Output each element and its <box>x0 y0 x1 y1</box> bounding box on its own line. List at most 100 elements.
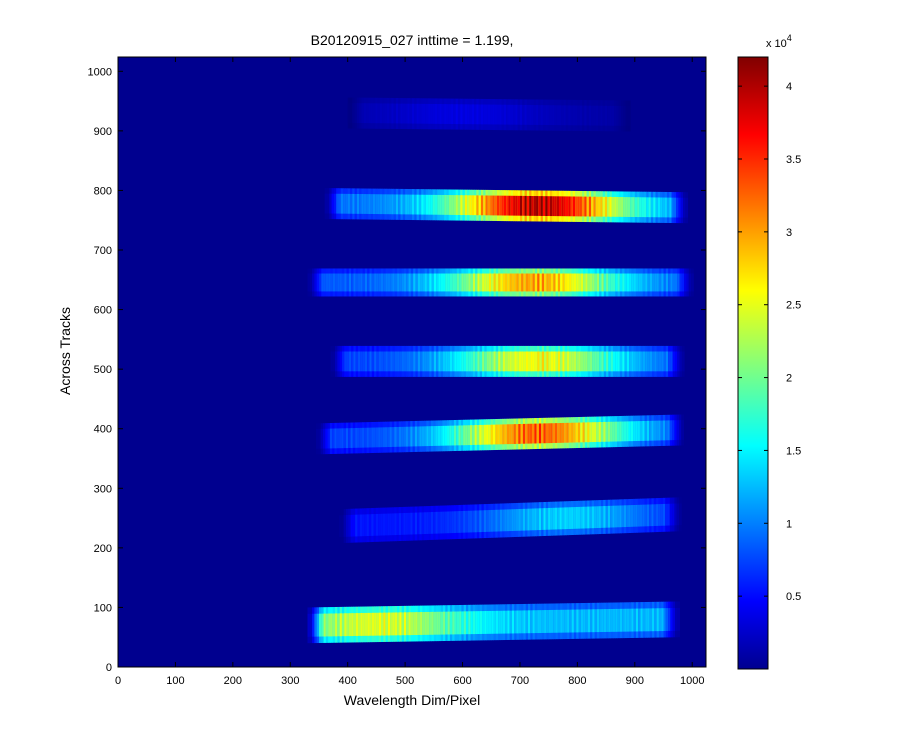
band-cell <box>397 612 400 636</box>
band-cell <box>644 504 648 527</box>
band-cell <box>509 509 512 532</box>
band-cell <box>360 273 364 292</box>
band-cell <box>547 196 551 217</box>
band-cell <box>550 423 554 444</box>
band-cell <box>402 103 406 124</box>
band-cell <box>434 104 438 124</box>
band-cell <box>435 511 439 534</box>
band-cell <box>471 195 475 216</box>
band-cell <box>314 273 318 292</box>
band-cell <box>410 426 413 447</box>
band-cell <box>610 273 614 292</box>
band-4 <box>330 345 685 377</box>
band-cell <box>529 508 533 531</box>
band-cell <box>622 351 625 372</box>
band-cell <box>639 197 643 218</box>
band-cell <box>344 351 347 372</box>
band-cell <box>469 510 473 533</box>
band-cell <box>652 608 655 632</box>
band-cell <box>554 105 558 126</box>
chart-title: B20120915_027 inttime = 1.199, <box>311 32 514 48</box>
band-cell <box>633 504 636 527</box>
band-cell <box>612 608 616 632</box>
band-cell <box>541 610 545 633</box>
band-cell <box>575 422 579 443</box>
band-cell <box>674 607 678 631</box>
band-cell <box>461 611 465 635</box>
band-cell <box>498 351 501 372</box>
band-cell <box>437 511 441 534</box>
band-cell <box>657 197 661 218</box>
band-cell <box>600 422 604 442</box>
band-cell <box>505 610 508 634</box>
band-cell <box>610 608 614 632</box>
band-cell <box>640 273 644 292</box>
band-cell <box>373 427 377 448</box>
band-cell <box>449 425 453 446</box>
band-cell <box>638 273 641 292</box>
band-cell <box>348 514 351 537</box>
band-cell <box>562 609 566 633</box>
band-cell <box>580 506 583 529</box>
band-cell <box>451 195 454 215</box>
band-cell <box>572 196 576 217</box>
band-6 <box>324 188 689 224</box>
band-cell <box>364 351 368 372</box>
band-cell <box>372 194 376 215</box>
band-cell <box>538 196 542 216</box>
band-cell <box>430 512 434 534</box>
band-cell <box>412 512 416 535</box>
band-cell <box>335 613 338 637</box>
band-cell <box>470 611 474 635</box>
band-cell <box>617 273 621 292</box>
band-cell <box>595 105 599 126</box>
band-cell <box>387 612 391 636</box>
y-tick-label: 900 <box>94 126 112 138</box>
band-cell <box>487 195 491 216</box>
band-cell <box>380 351 384 372</box>
band-cell <box>482 351 485 372</box>
band-cell <box>668 608 671 631</box>
band-cell <box>446 104 450 124</box>
band-cell <box>433 273 437 292</box>
band-cell <box>340 193 344 214</box>
band-cell <box>608 609 612 632</box>
band-cell <box>635 351 639 372</box>
band-cell <box>536 508 540 531</box>
band-cell <box>523 610 527 634</box>
band-cell <box>469 195 473 216</box>
band-cell <box>510 195 514 216</box>
band-cell <box>420 351 423 372</box>
band-cell <box>435 426 439 446</box>
band-cell <box>449 611 453 635</box>
band-cell <box>453 511 457 533</box>
band-cell <box>494 104 498 125</box>
band-cell <box>615 351 618 372</box>
band-cell <box>503 104 507 125</box>
band-cell <box>669 420 673 441</box>
band-cell <box>374 612 377 636</box>
band-cell <box>527 610 531 634</box>
band-cell <box>584 105 587 126</box>
band-cell <box>534 423 538 444</box>
band-cell <box>464 104 468 125</box>
band-cell <box>536 196 539 216</box>
band-cell <box>578 273 582 292</box>
band-cell <box>570 196 574 217</box>
band-cell <box>391 103 395 124</box>
band-cell <box>502 424 505 445</box>
band-cell <box>376 273 380 292</box>
band-cell <box>533 196 537 216</box>
band-cell <box>564 507 567 530</box>
y-tick-label: 700 <box>94 245 112 257</box>
band-cell <box>617 608 621 632</box>
band-cell <box>600 105 604 126</box>
band-cell <box>651 504 655 527</box>
band-cell <box>591 506 595 529</box>
band-cell <box>475 273 478 292</box>
band-cell <box>584 422 588 443</box>
band-cell <box>600 196 604 217</box>
band-cell <box>362 427 365 448</box>
band-cell <box>536 105 539 125</box>
band-cell <box>515 195 519 216</box>
